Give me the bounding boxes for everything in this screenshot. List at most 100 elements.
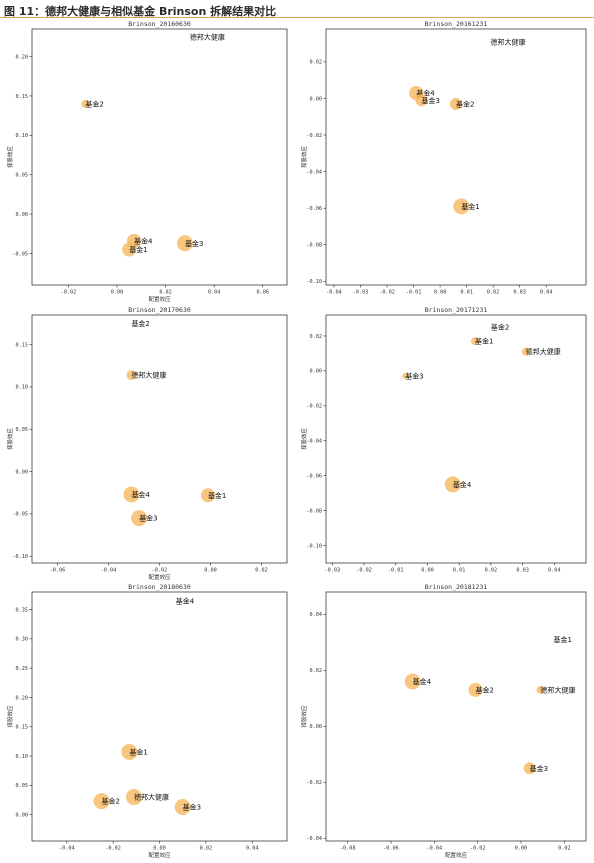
y-axis-label: 择股效应	[6, 705, 14, 728]
point-label: 基金1	[208, 491, 226, 500]
x-tick-label: -0.06	[383, 846, 399, 852]
point-label: 基金4	[131, 490, 150, 499]
y-tick-label: 0.15	[16, 725, 29, 731]
y-tick-label: -0.08	[306, 508, 322, 514]
point-label: 基金1	[475, 337, 493, 346]
data-point	[131, 510, 148, 527]
x-axis-label: 配置效应	[445, 851, 468, 859]
y-axis-label: 择股效应	[300, 705, 308, 728]
y-tick-label: 0.00	[16, 469, 29, 475]
y-tick-label: -0.06	[306, 473, 322, 479]
y-tick-label: 0.00	[310, 724, 323, 730]
x-tick-label: -0.06	[50, 568, 66, 574]
scatter-panel-6: Brinson_20181231 -0.08 -0.06 -0.04 -0.02 0.00…	[300, 583, 587, 859]
chart-title: Brinson_20171231	[425, 306, 488, 314]
data-point	[174, 799, 191, 816]
y-tick-label: -0.05	[12, 512, 28, 518]
point-label: 德邦大健康	[134, 793, 169, 802]
y-tick-label: 0.00	[310, 96, 323, 102]
y-tick-label: 0.05	[16, 173, 29, 179]
chart-title: Brinson_20161231	[425, 20, 488, 28]
y-tick-label: 0.02	[310, 60, 323, 66]
data-point	[200, 488, 215, 503]
x-tick-label: 0.02	[487, 290, 500, 296]
x-tick-label: 0.01	[460, 290, 473, 296]
plot-frame	[31, 591, 288, 842]
chart-title: Brinson_20170630	[128, 306, 191, 314]
scatter-panel-5: Brinson_20180630 -0.04 -0.02 0.00 0.02 0.04 0.…	[6, 583, 288, 859]
data-point	[93, 793, 110, 810]
scatter-panel-3: Brinson_20170630 -0.06 -0.04 -0.02 0.00 0.02 -…	[6, 306, 288, 581]
y-tick-label: 0.30	[16, 637, 29, 643]
x-axis-label: 配置效应	[148, 295, 171, 303]
data-point	[471, 337, 480, 346]
chart-title: Brinson_20160630	[128, 20, 191, 28]
x-tick-label: 0.04	[208, 290, 221, 296]
y-tick-label: -0.02	[306, 404, 322, 410]
x-tick-label: 0.04	[548, 568, 561, 574]
y-tick-label: 0.15	[16, 342, 29, 348]
data-point	[81, 99, 90, 108]
y-tick-label: 0.04	[310, 612, 323, 618]
y-tick-label: 0.10	[16, 754, 29, 760]
point-label: 基金1	[554, 635, 572, 644]
point-label: 基金4	[134, 236, 153, 245]
y-tick-label: 0.05	[16, 427, 29, 433]
plot-frame	[325, 314, 587, 564]
x-tick-label: -0.02	[152, 568, 168, 574]
x-tick-label: -0.03	[325, 568, 341, 574]
x-tick-label: -0.04	[101, 568, 117, 574]
data-point	[404, 673, 421, 690]
data-point	[453, 198, 470, 215]
y-tick-label: -0.10	[306, 543, 322, 549]
point-label: 德邦大健康	[490, 37, 525, 46]
y-tick-label: 0.20	[16, 54, 29, 60]
data-point	[177, 235, 193, 252]
y-tick-label: -0.02	[306, 133, 322, 139]
data-point	[523, 762, 536, 775]
data-point	[123, 486, 140, 503]
x-tick-label: -0.01	[406, 290, 422, 296]
y-tick-label: -0.05	[12, 251, 28, 257]
point-label: 基金3	[422, 96, 440, 105]
y-axis-label: 择股效应	[6, 428, 14, 451]
x-tick-label: -0.04	[59, 846, 75, 852]
y-tick-label: 0.20	[16, 695, 29, 701]
x-tick-label: 0.02	[485, 568, 498, 574]
x-tick-label: 0.02	[558, 846, 571, 852]
y-tick-label: -0.08	[306, 243, 322, 249]
point-label: 基金4	[453, 480, 472, 489]
x-tick-label: -0.04	[326, 290, 342, 296]
data-point	[521, 347, 530, 356]
y-tick-label: -0.04	[306, 169, 322, 175]
point-label: 基金4	[416, 89, 435, 98]
data-point	[126, 370, 137, 381]
scatter-panel-1: Brinson_20160630 -0.02 0.00 0.02 0.04 0.06 -0.…	[6, 20, 288, 303]
x-tick-label: 0.00	[434, 290, 447, 296]
y-tick-label: 0.05	[16, 783, 29, 789]
point-label: 基金1	[461, 202, 479, 211]
x-tick-label: 0.04	[540, 290, 553, 296]
y-axis-label: 择股效应	[300, 428, 308, 451]
y-tick-label: -0.06	[306, 206, 322, 212]
x-tick-label: -0.03	[353, 290, 369, 296]
x-tick-label: 0.03	[516, 568, 529, 574]
y-axis-label: 择股效应	[6, 146, 14, 169]
plot-frame	[31, 28, 288, 286]
data-point	[402, 373, 409, 380]
y-tick-label: -0.10	[306, 279, 322, 285]
plot-frame	[31, 314, 288, 564]
x-tick-label: 0.00	[111, 290, 124, 296]
x-tick-label: -0.02	[61, 290, 77, 296]
data-point	[444, 476, 461, 493]
point-label: 基金4	[413, 677, 432, 686]
point-label: 德邦大健康	[541, 685, 576, 694]
y-tick-label: -0.10	[12, 554, 28, 560]
x-tick-label: 0.03	[513, 290, 526, 296]
x-tick-label: 0.02	[200, 846, 213, 852]
x-tick-label: -0.01	[388, 568, 404, 574]
point-label: 德邦大健康	[526, 347, 561, 356]
x-tick-label: -0.02	[470, 846, 486, 852]
chart-title: Brinson_20181231	[425, 583, 488, 591]
point-label: 基金1	[129, 245, 147, 254]
